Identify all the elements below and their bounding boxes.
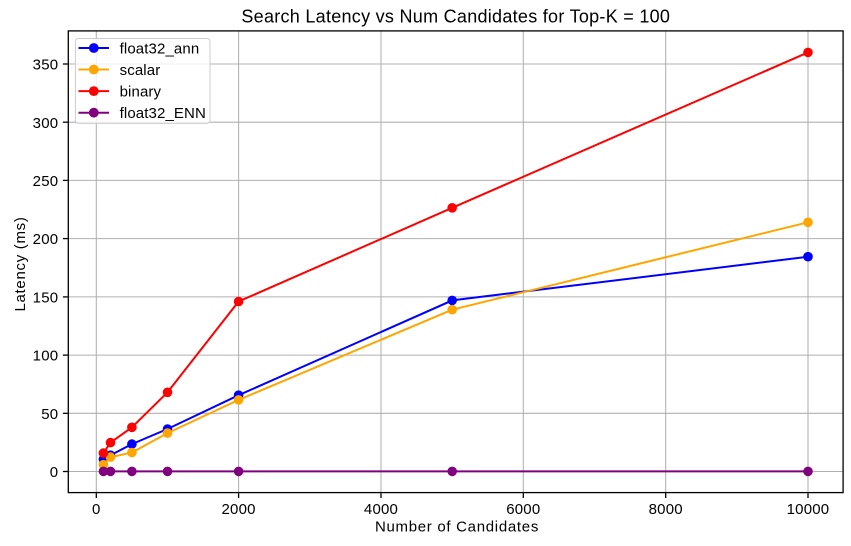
svg-text:10000: 10000: [787, 501, 830, 518]
svg-text:scalar: scalar: [120, 62, 161, 79]
svg-text:300: 300: [33, 115, 59, 132]
svg-text:binary: binary: [120, 84, 162, 101]
svg-text:Search Latency vs Num Candidat: Search Latency vs Num Candidates for Top…: [241, 7, 670, 27]
svg-text:float32_ENN: float32_ENN: [120, 105, 206, 122]
svg-text:2000: 2000: [222, 501, 256, 518]
svg-text:4000: 4000: [364, 501, 398, 518]
svg-text:8000: 8000: [649, 501, 683, 518]
svg-text:150: 150: [33, 290, 59, 307]
svg-text:250: 250: [33, 173, 59, 190]
svg-text:Number of Candidates: Number of Candidates: [375, 519, 539, 536]
svg-text:0: 0: [92, 501, 101, 518]
svg-text:6000: 6000: [506, 501, 540, 518]
svg-text:100: 100: [33, 348, 59, 365]
svg-text:350: 350: [33, 57, 59, 74]
svg-text:50: 50: [41, 406, 58, 423]
svg-text:200: 200: [33, 231, 59, 248]
svg-text:float32_ann: float32_ann: [120, 41, 200, 58]
svg-text:0: 0: [50, 464, 59, 481]
svg-text:Latency (ms): Latency (ms): [12, 216, 29, 311]
